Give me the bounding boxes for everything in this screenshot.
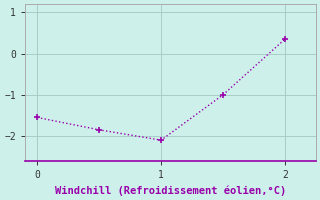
X-axis label: Windchill (Refroidissement éolien,°C): Windchill (Refroidissement éolien,°C) — [55, 185, 286, 196]
